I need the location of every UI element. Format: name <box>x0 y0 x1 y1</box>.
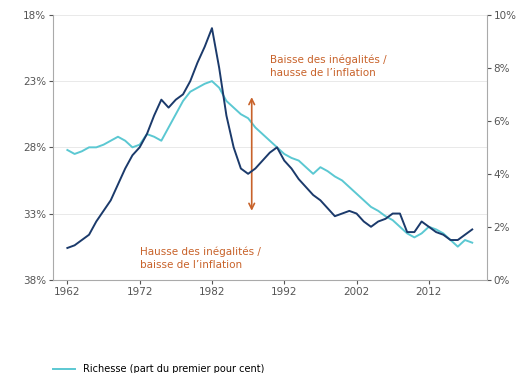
Richesse (part du premier pour cent) <box>469 241 476 245</box>
Richesse (part du premier pour cent) <box>172 112 179 116</box>
CPI Core en glissement annuel (moyenne mobile sur 5 ans, à droite) <box>469 227 476 232</box>
Richesse (part du premier pour cent) <box>353 191 360 196</box>
Line: CPI Core en glissement annuel (moyenne mobile sur 5 ans, à droite): CPI Core en glissement annuel (moyenne m… <box>67 28 472 248</box>
Richesse (part du premier pour cent) <box>79 149 85 154</box>
Text: Hausse des inégalités /
baisse de l’inflation: Hausse des inégalités / baisse de l’infl… <box>140 247 260 270</box>
CPI Core en glissement annuel (moyenne mobile sur 5 ans, à droite) <box>209 26 215 30</box>
CPI Core en glissement annuel (moyenne mobile sur 5 ans, à droite) <box>245 172 251 176</box>
CPI Core en glissement annuel (moyenne mobile sur 5 ans, à droite) <box>353 211 360 216</box>
Richesse (part du premier pour cent) <box>64 148 70 152</box>
CPI Core en glissement annuel (moyenne mobile sur 5 ans, à droite) <box>79 238 85 242</box>
CPI Core en glissement annuel (moyenne mobile sur 5 ans, à droite) <box>64 246 70 250</box>
Line: Richesse (part du premier pour cent): Richesse (part du premier pour cent) <box>67 81 472 247</box>
Text: Baisse des inégalités /
hausse de l’inflation: Baisse des inégalités / hausse de l’infl… <box>270 54 386 78</box>
CPI Core en glissement annuel (moyenne mobile sur 5 ans, à droite) <box>346 209 352 213</box>
Richesse (part du premier pour cent) <box>86 145 92 150</box>
CPI Core en glissement annuel (moyenne mobile sur 5 ans, à droite) <box>86 232 92 237</box>
Richesse (part du premier pour cent) <box>245 116 251 120</box>
CPI Core en glissement annuel (moyenne mobile sur 5 ans, à droite) <box>172 97 179 102</box>
Richesse (part du premier pour cent) <box>454 244 461 249</box>
Richesse (part du premier pour cent) <box>346 185 352 189</box>
Legend: Richesse (part du premier pour cent), CPI Core en glissement annuel (moyenne mob: Richesse (part du premier pour cent), CP… <box>53 364 417 373</box>
Richesse (part du premier pour cent) <box>209 79 215 84</box>
